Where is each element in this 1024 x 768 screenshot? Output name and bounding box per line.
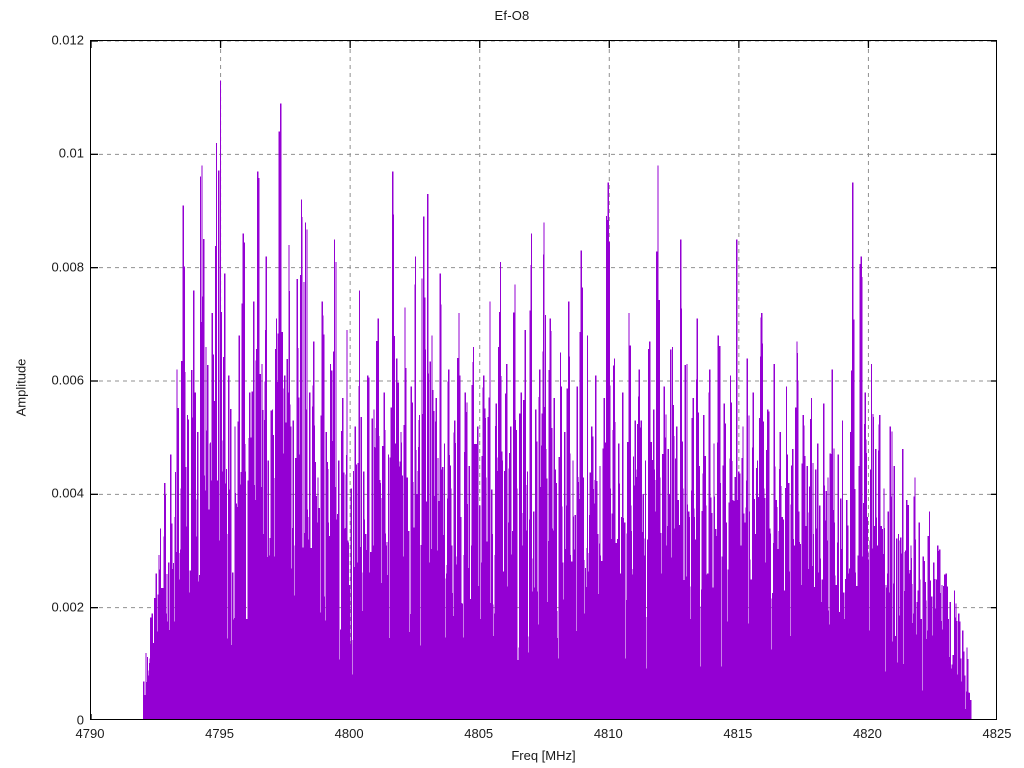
chart-title: Ef-O8	[494, 8, 530, 23]
x-tick-label: 4810	[593, 726, 623, 741]
x-tick-label: 4805	[464, 726, 494, 741]
x-tick-label: 4815	[723, 726, 753, 741]
y-tick-label: 0.012	[51, 32, 84, 48]
y-tick-label: 0.002	[51, 599, 84, 615]
x-tick-label: 4800	[334, 726, 364, 741]
spectrum-plot	[91, 41, 996, 719]
y-tick-label: 0.01	[58, 145, 84, 161]
y-tick-label: 0.008	[51, 259, 84, 275]
y-tick-label: 0.006	[51, 372, 84, 388]
x-tick-label: 4820	[852, 726, 882, 741]
x-tick-label: 4790	[75, 726, 105, 741]
y-tick-label: 0	[76, 712, 84, 728]
x-tick-label: 4825	[982, 726, 1012, 741]
x-tick-label: 4795	[205, 726, 235, 741]
y-tick-label: 0.004	[51, 485, 84, 501]
plot-area	[90, 40, 997, 720]
x-axis-label: Freq [MHz]	[511, 748, 576, 763]
y-axis-label: Amplitude	[13, 358, 29, 417]
